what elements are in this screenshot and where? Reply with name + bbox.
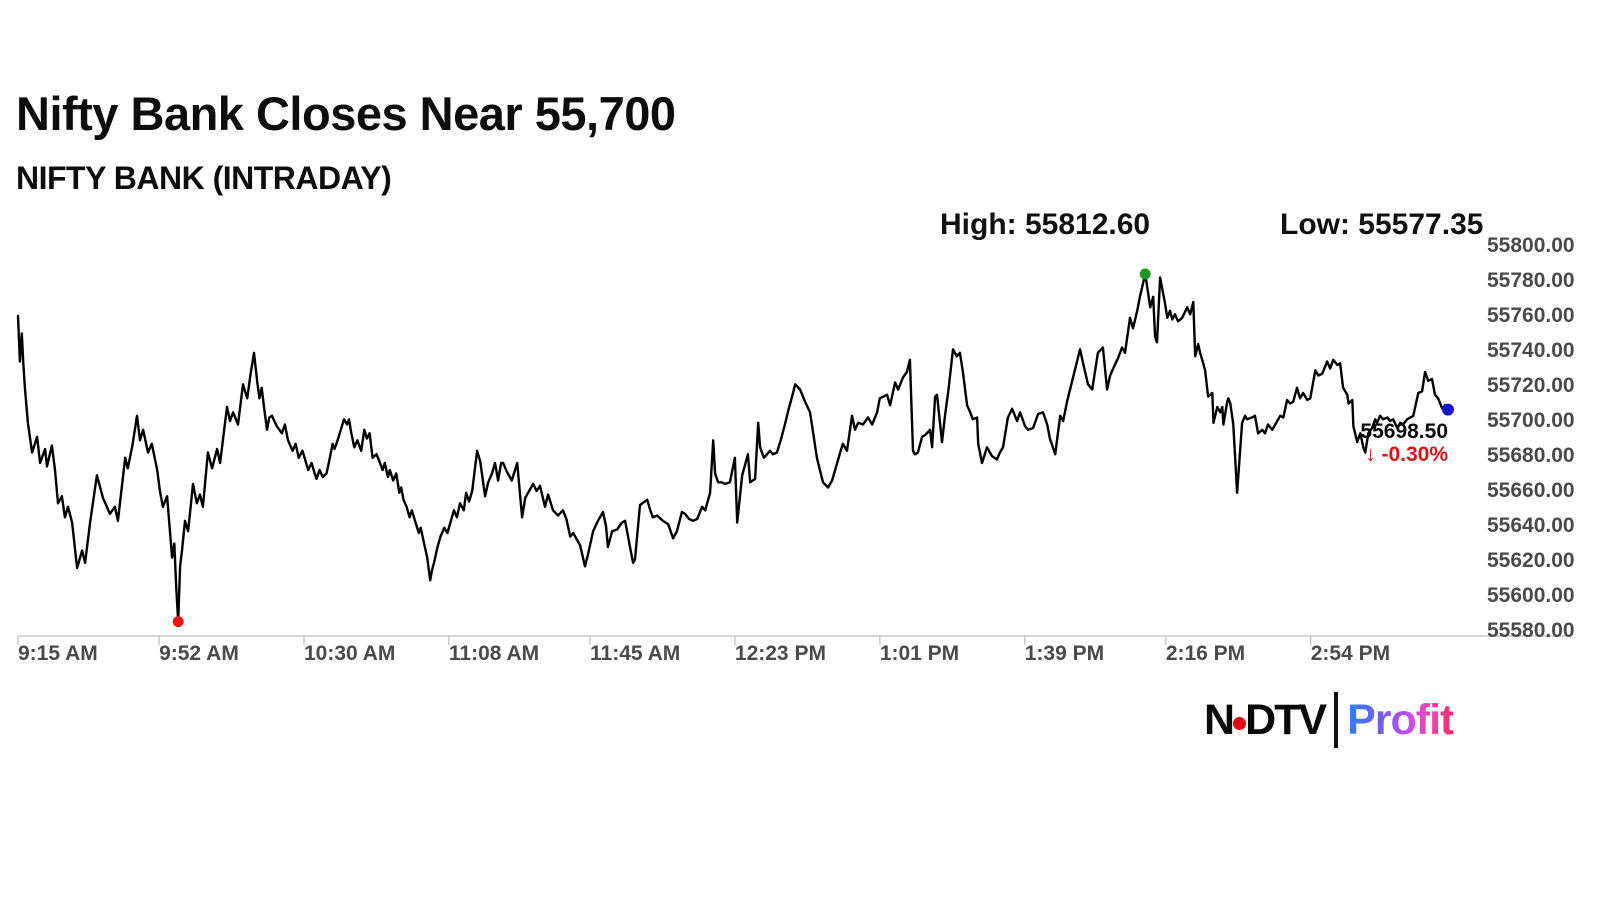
- low-annotation: Low: 55577.35: [1280, 208, 1484, 241]
- x-tick-label: 12:23 PM: [735, 642, 826, 665]
- high-annotation: High: 55812.60: [940, 208, 1151, 241]
- ndtv-red-dot-icon: [1233, 716, 1247, 730]
- chart-subtitle: NIFTY BANK (INTRADAY): [16, 160, 392, 196]
- y-tick-label: 55740.00: [1487, 339, 1575, 362]
- price-line: [16, 272, 1450, 623]
- y-tick-label: 55720.00: [1487, 374, 1575, 397]
- x-tick-label: 1:01 PM: [880, 642, 959, 665]
- y-tick-label: 55600.00: [1487, 584, 1575, 607]
- x-tick-label: 1:39 PM: [1025, 642, 1104, 665]
- y-tick-label: 55640.00: [1487, 514, 1575, 537]
- last-price-tag: 55698.50 ↓ -0.30%: [1360, 420, 1448, 466]
- y-tick-label: 55700.00: [1487, 409, 1575, 432]
- y-tick-label: 55680.00: [1487, 444, 1575, 467]
- high-marker-dot: [1139, 268, 1151, 280]
- x-tick-label: 9:52 AM: [159, 642, 239, 665]
- profit-wordmark: Profit: [1347, 695, 1454, 744]
- x-tick-label: 9:15 AM: [18, 642, 98, 665]
- ndtv-wordmark: N DTV: [1204, 695, 1327, 744]
- x-tick-label: 11:45 AM: [590, 642, 680, 665]
- ndtv-profit-logo: N DTV Profit: [1204, 692, 1454, 748]
- y-tick-label: 55620.00: [1487, 549, 1575, 572]
- page-title: Nifty Bank Closes Near 55,700: [16, 87, 676, 140]
- y-tick-label: 55780.00: [1487, 269, 1575, 292]
- low-marker-dot: [172, 616, 184, 628]
- last-price-change: ↓ -0.30%: [1365, 443, 1448, 466]
- x-tick-label: 11:08 AM: [449, 642, 539, 665]
- last-price-dot: [1442, 403, 1454, 416]
- x-tick-label: 2:54 PM: [1311, 642, 1390, 665]
- x-tick-label: 10:30 AM: [304, 642, 395, 665]
- logo-divider: [1334, 692, 1339, 748]
- y-tick-label: 55760.00: [1487, 304, 1575, 327]
- y-tick-label: 55580.00: [1487, 619, 1575, 642]
- y-tick-label: 55800.00: [1487, 234, 1575, 257]
- x-tick-label: 2:16 PM: [1166, 642, 1245, 665]
- y-tick-label: 55660.00: [1487, 479, 1575, 502]
- last-price-value: 55698.50: [1360, 420, 1448, 443]
